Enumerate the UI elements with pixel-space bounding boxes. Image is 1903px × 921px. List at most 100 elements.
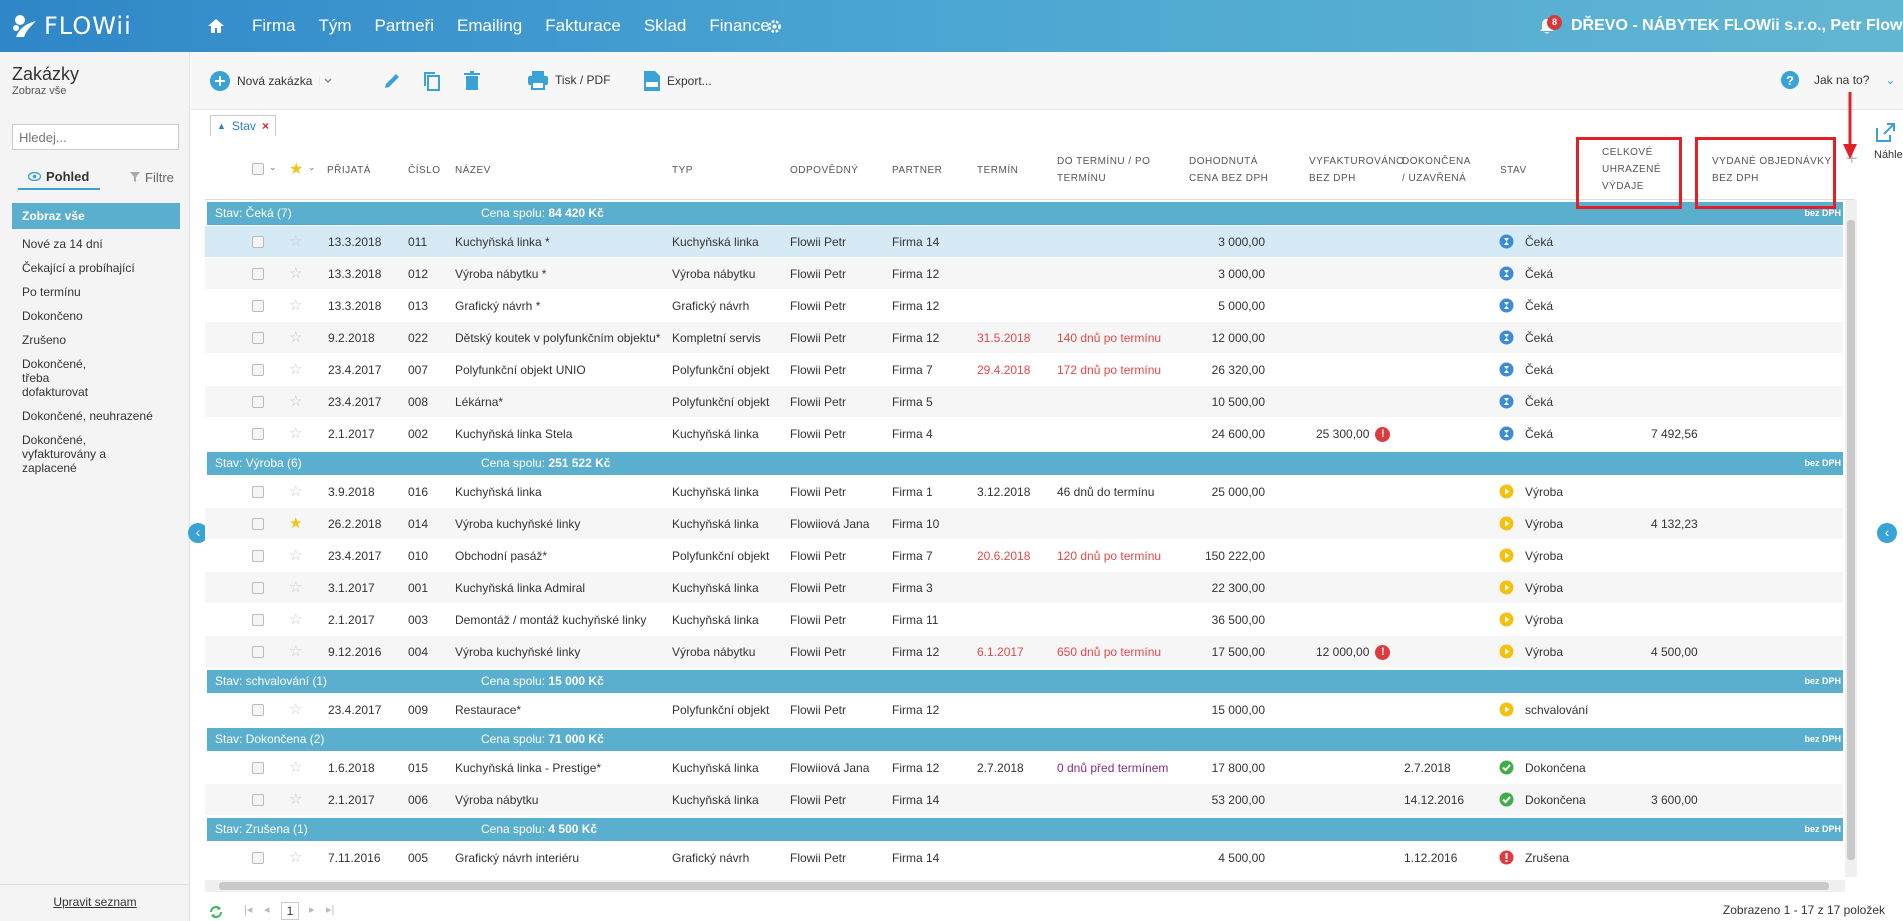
cell-nazev[interactable]: Demontáž / montáž kuchyňské linky	[455, 613, 647, 627]
tab-filtre[interactable]: Filtre	[110, 164, 180, 190]
warning-icon[interactable]: !	[1375, 427, 1391, 443]
col-cislo[interactable]: ČÍSLO	[408, 165, 441, 176]
col-dokoncena[interactable]: DOKONČENA / UZAVŘENÁ	[1402, 153, 1471, 187]
copy-icon[interactable]	[421, 70, 443, 92]
table-row[interactable]: ☆ 13.3.2018 013 Grafický návrh * Grafický ná…	[205, 290, 1843, 322]
nav-tym[interactable]: Tým	[318, 16, 352, 35]
group-header[interactable]: Stav: Zrušena (1) Cena spolu: 4 500 Kč bez…	[207, 818, 1843, 841]
refresh-icon[interactable]	[209, 905, 223, 919]
next-page-icon[interactable]: ▸	[309, 904, 315, 916]
table-row[interactable]: ☆ 13.3.2018 012 Výroba nábytku * Výroba náby…	[205, 258, 1843, 290]
cell-nazev[interactable]: Obchodní pasáž*	[455, 549, 548, 563]
col-vydaje[interactable]: CELKOVÉ UHRAZENÉ VÝDAJE	[1602, 144, 1661, 195]
col-odpovedny[interactable]: ODPOVĚDNÝ	[790, 165, 859, 176]
table-row[interactable]: ☆ 2.1.2017 003 Demontáž / montáž kuchyňské …	[205, 604, 1843, 636]
cell-nazev[interactable]: Kuchyňská linka - Prestige*	[455, 761, 602, 775]
nav-partneri[interactable]: Partneři	[374, 16, 435, 35]
row-checkbox[interactable]	[252, 762, 264, 774]
vertical-scroll-thumb[interactable]	[1847, 220, 1855, 860]
favorite-star-icon[interactable]: ☆	[289, 701, 303, 718]
view-item-zobraz-vse[interactable]: Zobraz vše	[12, 203, 180, 229]
collapse-right-chevron-icon[interactable]: ‹	[1877, 523, 1897, 543]
view-item-nove-14[interactable]: Nové za 14 dní	[22, 237, 103, 251]
view-item-dokonceno[interactable]: Dokončeno	[22, 309, 83, 323]
first-page-icon[interactable]: |◂	[244, 904, 253, 916]
favorite-star-icon[interactable]: ☆	[289, 547, 303, 564]
new-order-button[interactable]: Nová zakázka	[209, 70, 312, 92]
nav-fakturace[interactable]: Fakturace	[545, 16, 621, 35]
horizontal-scrollbar[interactable]	[205, 880, 1845, 892]
row-checkbox[interactable]	[252, 486, 264, 498]
col-typ[interactable]: TYP	[672, 165, 693, 176]
row-checkbox[interactable]	[252, 794, 264, 806]
select-menu-chevron-icon[interactable]: ⌄	[269, 162, 277, 172]
row-checkbox[interactable]	[252, 300, 264, 312]
favorite-star-icon[interactable]: ☆	[289, 297, 303, 314]
col-cena[interactable]: DOHODNUTÁ CENA BEZ DPH	[1189, 153, 1268, 187]
cell-nazev[interactable]: Výroba kuchyňské linky	[455, 645, 581, 659]
last-page-icon[interactable]: ▸|	[326, 904, 335, 916]
nav-finance[interactable]: Finance	[709, 16, 770, 35]
edit-list-link[interactable]: Upravit seznam	[0, 884, 190, 909]
prev-page-icon[interactable]: ◂	[264, 904, 270, 916]
remove-filter-icon[interactable]: ×	[261, 119, 269, 133]
view-item-zaplacene[interactable]: Dokončené, vyfakturovány a zaplacené	[22, 433, 107, 475]
view-item-zruseno[interactable]: Zrušeno	[22, 333, 67, 347]
cell-nazev[interactable]: Grafický návrh interiéru	[455, 851, 580, 865]
delete-trash-icon[interactable]	[461, 70, 483, 92]
row-checkbox[interactable]	[252, 236, 264, 248]
table-row[interactable]: ☆ 2.1.2017 002 Kuchyňská linka Stela Kuchyňs…	[205, 418, 1843, 450]
row-checkbox[interactable]	[252, 614, 264, 626]
favorite-star-icon[interactable]: ☆	[289, 329, 303, 346]
help-button[interactable]: ? Jak na to? ⌄	[1780, 70, 1895, 90]
filter-chip-stav[interactable]: ▲ Stav ×	[210, 115, 276, 137]
view-item-po-terminu[interactable]: Po termínu	[22, 285, 81, 299]
select-all-checkbox[interactable]	[252, 163, 264, 175]
col-do-terminu[interactable]: DO TERMÍNU / PO TERMÍNU	[1057, 153, 1150, 187]
flowii-logo[interactable]: FLOWii	[12, 12, 132, 40]
favorite-star-icon[interactable]: ☆	[289, 233, 303, 250]
row-checkbox[interactable]	[252, 704, 264, 716]
favorite-header-star-icon[interactable]: ★	[289, 161, 304, 178]
favorite-star-icon[interactable]: ☆	[289, 483, 303, 500]
table-row[interactable]: ☆ 3.1.2017 001 Kuchyňská linka Admiral Kuchy…	[205, 572, 1843, 604]
view-item-neuhrazene[interactable]: Dokončené, neuhrazené	[22, 409, 153, 423]
group-header[interactable]: Stav: Čeká (7) Cena spolu: 84 420 Kč bez D…	[207, 202, 1843, 225]
favorite-menu-chevron-icon[interactable]: ⌄	[308, 162, 316, 172]
cell-nazev[interactable]: Grafický návrh *	[455, 299, 541, 313]
favorite-star-icon[interactable]: ☆	[289, 791, 303, 808]
row-checkbox[interactable]	[252, 852, 264, 864]
nav-sklad[interactable]: Sklad	[643, 16, 687, 35]
favorite-star-icon[interactable]: ☆	[289, 643, 303, 660]
company-user-menu[interactable]: DŘEVO - NÁBYTEK FLOWii s.r.o., Petr Flow…	[1571, 17, 1903, 34]
table-row[interactable]: ☆ 3.9.2018 016 Kuchyňská linka Kuchyňská lin…	[205, 476, 1843, 508]
row-checkbox[interactable]	[252, 550, 264, 562]
table-row[interactable]: ★ 26.2.2018 014 Výroba kuchyňské linky Kuchy…	[205, 508, 1843, 540]
row-checkbox[interactable]	[252, 518, 264, 530]
table-row[interactable]: ☆ 23.4.2017 009 Restaurace* Polyfunkční obje…	[205, 694, 1843, 726]
new-order-dropdown-icon[interactable]	[319, 76, 337, 86]
preview-toggle[interactable]: Náhled	[1874, 122, 1903, 161]
row-checkbox[interactable]	[252, 646, 264, 658]
favorite-star-icon[interactable]: ☆	[289, 361, 303, 378]
cell-nazev[interactable]: Kuchyňská linka Stela	[455, 427, 573, 441]
add-column-plus-icon[interactable]: +	[1846, 148, 1858, 170]
favorite-star-icon[interactable]: ☆	[289, 425, 303, 442]
row-checkbox[interactable]	[252, 332, 264, 344]
table-row[interactable]: ☆ 23.4.2017 010 Obchodní pasáž* Polyfunkční …	[205, 540, 1843, 572]
table-row[interactable]: ☆ 23.4.2017 008 Lékárna* Polyfunkční objekt F…	[205, 386, 1843, 418]
favorite-star-icon[interactable]: ☆	[289, 611, 303, 628]
nav-emailing[interactable]: Emailing	[457, 16, 523, 35]
cell-nazev[interactable]: Restaurace*	[455, 703, 522, 717]
cell-nazev[interactable]: Kuchyňská linka	[455, 485, 542, 499]
cell-nazev[interactable]: Výroba kuchyňské linky	[455, 517, 581, 531]
edit-pencil-icon[interactable]	[381, 70, 403, 92]
view-item-cekajici[interactable]: Čekající a probíhající	[22, 261, 135, 275]
collapse-left-chevron-icon[interactable]: ‹	[188, 523, 208, 543]
group-header[interactable]: Stav: Výroba (6) Cena spolu: 251 522 Kč be…	[207, 452, 1843, 475]
favorite-star-icon[interactable]: ☆	[289, 759, 303, 776]
current-page[interactable]: 1	[281, 902, 299, 920]
table-row[interactable]: ☆ 9.12.2016 004 Výroba kuchyňské linky Výrob…	[205, 636, 1843, 668]
favorite-star-icon[interactable]: ☆	[289, 849, 303, 866]
col-nazev[interactable]: NÁZEV	[455, 165, 491, 176]
